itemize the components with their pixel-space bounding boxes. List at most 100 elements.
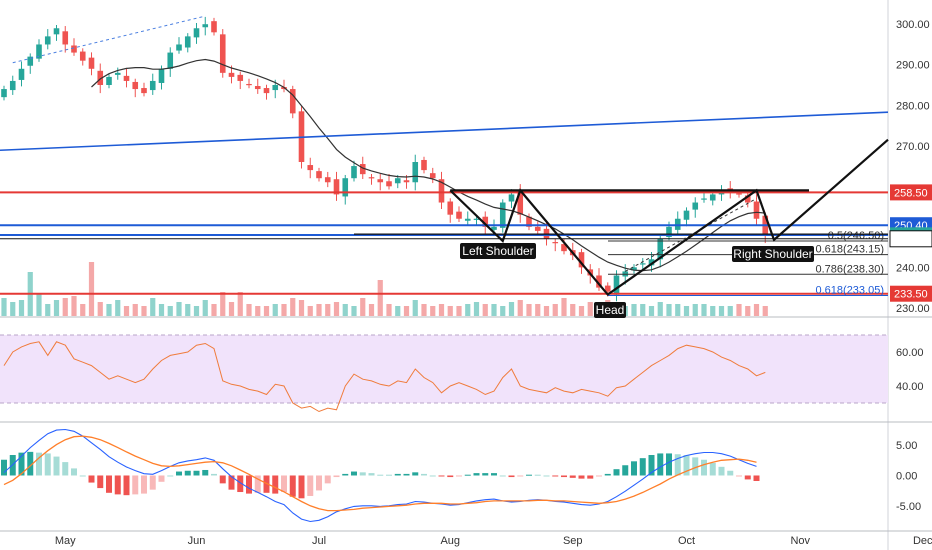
candle-body bbox=[631, 267, 637, 271]
candle-body bbox=[254, 86, 261, 90]
volume-bar bbox=[202, 300, 208, 316]
macd-histogram-bar bbox=[526, 474, 532, 476]
macd-histogram-bar bbox=[149, 475, 156, 490]
volume-bar bbox=[80, 304, 86, 316]
candle-body bbox=[123, 75, 130, 81]
volume-bar bbox=[631, 304, 637, 316]
volume-bar bbox=[290, 298, 296, 316]
macd-histogram-bar bbox=[246, 475, 252, 494]
time-tick-label: May bbox=[55, 535, 76, 547]
candle-body bbox=[447, 201, 454, 215]
volume-bar bbox=[1, 298, 7, 316]
volume-bar bbox=[263, 306, 270, 316]
rsi-band bbox=[0, 334, 888, 404]
volume-bar bbox=[193, 306, 200, 316]
candle-body bbox=[342, 178, 349, 197]
candle-body bbox=[88, 57, 95, 69]
macd-histogram-bar bbox=[368, 473, 375, 476]
volume-bar bbox=[491, 304, 497, 316]
macd-histogram-bar bbox=[736, 475, 742, 477]
volume-bar bbox=[220, 292, 226, 316]
volume-bar bbox=[228, 302, 235, 316]
current-price-badge bbox=[889, 230, 932, 248]
candle-body bbox=[508, 194, 515, 202]
macd-histogram-bar bbox=[202, 469, 209, 476]
moving-average bbox=[91, 58, 766, 272]
candle-body bbox=[97, 70, 104, 85]
macd-histogram-bar bbox=[62, 462, 69, 476]
candle-body bbox=[263, 88, 270, 94]
volume-bar bbox=[377, 280, 383, 316]
volume-bar bbox=[701, 304, 707, 316]
volume-bar bbox=[167, 306, 173, 316]
time-tick-label: Dec bbox=[913, 535, 932, 547]
axes: 300.00 290.00 280.00 270.00 240.00 230.00 60.0… bbox=[55, 19, 932, 547]
signal-line bbox=[3, 435, 757, 512]
price-tick-label: 280.00 bbox=[896, 100, 930, 112]
price-tick-label: 290.00 bbox=[896, 60, 930, 72]
macd-histogram-bar bbox=[333, 475, 340, 478]
macd-histogram-bar bbox=[298, 475, 305, 499]
candle-body bbox=[272, 85, 279, 91]
macd-histogram-bar bbox=[578, 475, 585, 479]
pattern-label-bg bbox=[594, 302, 626, 318]
macd-histogram-bar bbox=[727, 470, 734, 476]
candle-body bbox=[193, 28, 200, 38]
volume-bar bbox=[360, 298, 366, 316]
rsi-line bbox=[3, 341, 766, 413]
head-shoulders-zigzag bbox=[449, 138, 889, 296]
candle-body bbox=[456, 211, 462, 219]
volume-bar bbox=[578, 306, 585, 316]
volume-bar bbox=[666, 304, 672, 316]
candle-body bbox=[18, 68, 25, 80]
volume-bar bbox=[368, 304, 375, 316]
macd-histogram-bar bbox=[254, 475, 261, 493]
volume-bar bbox=[185, 304, 191, 316]
candle-body bbox=[491, 226, 497, 230]
time-tick-label: Nov bbox=[790, 535, 810, 547]
macd-histogram-bar bbox=[674, 454, 681, 476]
macd-histogram-bar bbox=[114, 475, 121, 495]
candle-body bbox=[499, 202, 506, 228]
macd-histogram-bar bbox=[569, 475, 576, 478]
macd-histogram-bar bbox=[44, 453, 51, 476]
volume-bar bbox=[648, 306, 655, 316]
volume-bar bbox=[62, 298, 68, 316]
volume-bar bbox=[211, 304, 217, 316]
macd-histogram-bar bbox=[429, 475, 436, 477]
volume-bar bbox=[438, 304, 445, 316]
macd-histogram-bar bbox=[219, 475, 226, 484]
volume-bar bbox=[386, 304, 392, 316]
time-tick-label: Sep bbox=[563, 535, 583, 547]
volume-bar bbox=[710, 306, 716, 316]
volume-bar bbox=[115, 300, 121, 316]
candle-body bbox=[307, 165, 314, 171]
macd-histogram-bar bbox=[421, 473, 427, 476]
candle-body bbox=[683, 210, 690, 220]
volume-bar bbox=[657, 302, 663, 316]
macd-histogram-bar bbox=[622, 465, 629, 476]
candle-body bbox=[604, 285, 611, 292]
macd-histogram-bar bbox=[491, 473, 497, 476]
candle-body bbox=[517, 191, 524, 215]
candle-body bbox=[71, 45, 77, 53]
pattern-drawing: Left Shoulder Head Right Shoulder bbox=[354, 138, 889, 318]
candle-body bbox=[701, 198, 707, 200]
macd-histogram-bar bbox=[36, 452, 42, 476]
candle-body bbox=[639, 263, 646, 265]
macd-tick-label: -5.00 bbox=[896, 501, 921, 513]
time-tick-label: Jun bbox=[188, 535, 206, 547]
candle-body bbox=[149, 80, 156, 91]
volume-bar bbox=[718, 306, 725, 316]
candle-body bbox=[228, 72, 235, 77]
macd-histogram-bar bbox=[316, 475, 322, 491]
candle-body bbox=[736, 193, 742, 195]
time-tick-label: Aug bbox=[440, 535, 460, 547]
macd-histogram-bar bbox=[18, 452, 25, 476]
macd-histogram-bar bbox=[473, 473, 480, 476]
candle-body bbox=[473, 218, 480, 220]
pattern-label: Head bbox=[596, 303, 625, 317]
candle-body bbox=[613, 275, 620, 295]
